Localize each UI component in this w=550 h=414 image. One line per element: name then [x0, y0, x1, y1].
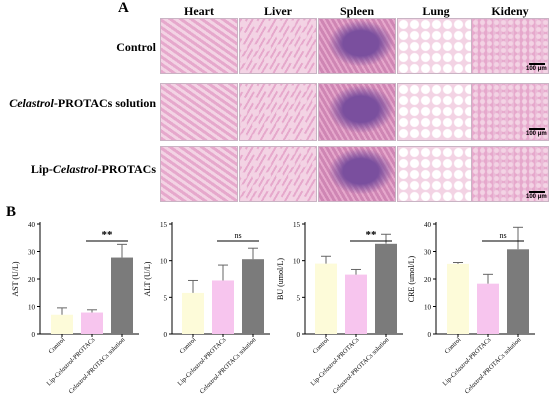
y-tick-label: 40: [424, 221, 432, 229]
bar-1: [447, 263, 469, 334]
scale-bar: [529, 191, 545, 193]
he-stain-image-liver-row-3: [239, 146, 317, 202]
x-tick-label-part: Control: [311, 336, 330, 355]
x-tick-label-part: Celastrol: [67, 373, 89, 395]
x-tick-label-part: Control: [178, 336, 197, 355]
y-axis-label: BU (umol/L): [276, 258, 285, 300]
scale-bar-label: 100 μm: [526, 194, 547, 200]
y-tick-label: 0: [32, 331, 36, 339]
scale-bar-label: 100 μm: [526, 66, 547, 72]
x-tick-label-part: Celastrol: [331, 373, 353, 395]
y-tick-label: 20: [28, 276, 36, 284]
column-heading-kidney: Kideny: [491, 4, 529, 18]
x-tick-label-part: Control: [443, 336, 462, 355]
he-stain-image-lung-row-1: [397, 18, 475, 74]
bar-3: [111, 257, 133, 334]
significance-label: ns: [499, 231, 506, 240]
x-tick-label-part: -PROTACs: [201, 336, 227, 362]
y-tick-label: 0: [428, 331, 432, 339]
y-tick-label: 20: [424, 276, 432, 284]
column-heading-liver: Liver: [264, 4, 292, 18]
panel-a-label: A: [118, 0, 129, 16]
x-tick-label: Control: [47, 336, 66, 355]
y-tick-label: 5: [164, 294, 168, 302]
x-tick-label: Celastrol-PROTACs solution: [463, 336, 522, 395]
x-tick-label-part: -PROTACs: [466, 336, 492, 362]
bar-1: [315, 263, 337, 334]
bar-3: [375, 243, 397, 334]
row-label-lip-celastrol-protacs: Lip-Celastrol-PROTACs: [30, 162, 156, 176]
y-tick-label: 10: [424, 304, 432, 312]
x-tick-label-part: Celastrol: [463, 373, 485, 395]
x-tick-label-part: Celastrol: [53, 357, 75, 379]
y-tick-label: 40: [28, 221, 36, 229]
x-tick-label-part: Celastrol: [449, 357, 471, 379]
bar-3: [242, 259, 264, 334]
bar-2: [81, 312, 103, 334]
he-stain-image-spleen-row-1: [318, 18, 396, 74]
x-tick-label: Celastrol-PROTACs solution: [67, 336, 126, 395]
x-tick-label-part: Celastrol: [184, 357, 206, 379]
y-tick-label: 5: [297, 294, 301, 302]
he-stain-image-lung-row-3: [397, 146, 475, 202]
x-tick-label-part: -PROTACs: [70, 336, 96, 362]
he-stain-image-heart-row-1: [160, 18, 238, 74]
bar-2: [477, 283, 499, 334]
y-tick-label: 0: [164, 331, 168, 339]
x-tick-label: Control: [178, 336, 197, 355]
x-tick-label: Control: [311, 336, 330, 355]
he-stain-image-lung-row-2: [397, 83, 475, 141]
bar-2: [212, 280, 234, 334]
y-tick-label: 10: [160, 258, 168, 266]
column-heading-heart: Heart: [184, 4, 214, 18]
significance-label: ns: [234, 231, 241, 240]
bar-2: [345, 274, 367, 334]
y-axis-label: CRE (umol/L): [407, 255, 416, 302]
he-stain-image-heart-row-2: [160, 83, 238, 141]
y-tick-label: 15: [160, 221, 168, 229]
scale-bar: [529, 63, 545, 65]
y-tick-label: 15: [293, 221, 301, 229]
row-label-celastrol-protacs-solution: Celastrol-PROTACs solution: [9, 96, 156, 110]
he-stain-image-spleen-row-3: [318, 146, 396, 202]
he-stain-image-liver-row-1: [239, 18, 317, 74]
he-stain-image-spleen-row-2: [318, 83, 396, 141]
column-heading-spleen: Spleen: [339, 4, 374, 18]
scale-bar: [529, 128, 545, 130]
bar-1: [182, 292, 204, 334]
y-axis-label: AST (U/L): [11, 261, 20, 297]
panel-b-label: B: [6, 204, 17, 220]
he-stain-image-heart-row-3: [160, 146, 238, 202]
bar-1: [51, 314, 73, 334]
significance-label: **: [366, 229, 378, 241]
x-tick-label-part: Celastrol: [198, 373, 220, 395]
x-tick-label: Control: [443, 336, 462, 355]
scale-bar-label: 100 μm: [526, 131, 547, 137]
x-tick-label-part: Celastrol: [317, 357, 339, 379]
he-stain-image-kideny-row-3: [471, 146, 549, 202]
column-heading-lung: Lung: [422, 4, 450, 18]
row-label-control: Control: [116, 40, 156, 54]
y-tick-label: 30: [424, 249, 432, 257]
x-tick-label-part: Control: [47, 336, 66, 355]
y-tick-label: 10: [28, 304, 36, 312]
x-tick-label-part: -PROTACs: [334, 336, 360, 362]
bar-3: [507, 249, 529, 334]
x-tick-label: Celastrol-PROTACs solution: [198, 336, 257, 395]
he-stain-image-kideny-row-2: [471, 83, 549, 141]
significance-label: **: [102, 229, 114, 241]
he-stain-image-liver-row-2: [239, 83, 317, 141]
y-axis-label: ALT (U/L): [143, 261, 152, 296]
y-tick-label: 10: [293, 258, 301, 266]
x-tick-label: Celastrol-PROTACs solution: [331, 336, 390, 395]
y-tick-label: 0: [297, 331, 301, 339]
y-tick-label: 30: [28, 249, 36, 257]
